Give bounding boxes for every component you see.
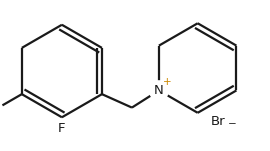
Text: Br: Br (211, 115, 226, 128)
Text: F: F (58, 122, 66, 135)
Text: −: − (228, 119, 236, 129)
Circle shape (149, 81, 168, 100)
Text: +: + (163, 77, 171, 87)
Text: N: N (154, 84, 164, 97)
